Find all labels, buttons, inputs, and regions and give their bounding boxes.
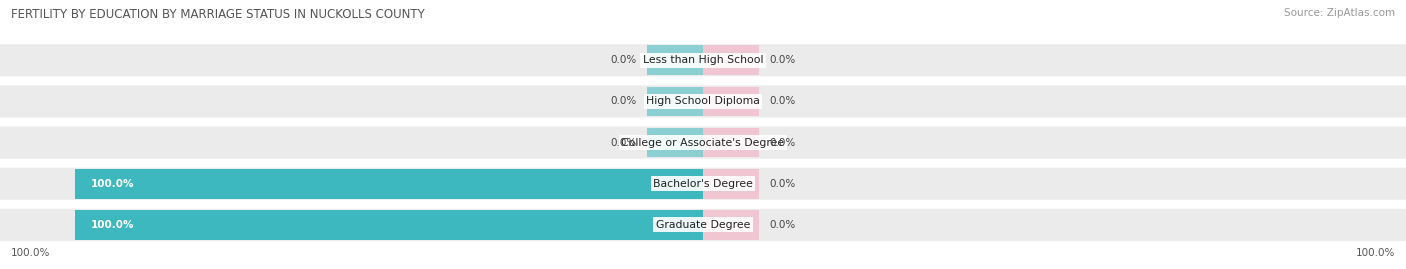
Text: 0.0%: 0.0% <box>769 220 796 230</box>
Bar <box>703 87 759 116</box>
Text: 0.0%: 0.0% <box>769 96 796 107</box>
Text: 100.0%: 100.0% <box>1355 248 1395 258</box>
Bar <box>703 45 759 75</box>
Text: 0.0%: 0.0% <box>610 96 637 107</box>
Text: Source: ZipAtlas.com: Source: ZipAtlas.com <box>1284 8 1395 18</box>
FancyBboxPatch shape <box>0 168 1406 200</box>
Bar <box>647 45 703 75</box>
FancyBboxPatch shape <box>0 85 1406 118</box>
FancyBboxPatch shape <box>0 209 1406 241</box>
Text: Graduate Degree: Graduate Degree <box>655 220 751 230</box>
Bar <box>703 210 759 240</box>
Text: FERTILITY BY EDUCATION BY MARRIAGE STATUS IN NUCKOLLS COUNTY: FERTILITY BY EDUCATION BY MARRIAGE STATU… <box>11 8 425 21</box>
Text: Bachelor's Degree: Bachelor's Degree <box>652 179 754 189</box>
Bar <box>76 169 703 199</box>
Text: Less than High School: Less than High School <box>643 55 763 65</box>
Text: 0.0%: 0.0% <box>769 55 796 65</box>
Text: High School Diploma: High School Diploma <box>647 96 759 107</box>
Text: 100.0%: 100.0% <box>11 248 51 258</box>
Text: 0.0%: 0.0% <box>610 137 637 148</box>
Bar <box>703 169 759 199</box>
Bar <box>647 128 703 157</box>
Bar <box>76 210 703 240</box>
Bar <box>703 128 759 157</box>
Text: 0.0%: 0.0% <box>610 55 637 65</box>
Text: 0.0%: 0.0% <box>769 137 796 148</box>
FancyBboxPatch shape <box>0 126 1406 159</box>
Text: 100.0%: 100.0% <box>91 220 135 230</box>
Bar <box>647 87 703 116</box>
Text: 0.0%: 0.0% <box>769 179 796 189</box>
Text: College or Associate's Degree: College or Associate's Degree <box>621 137 785 148</box>
Text: 100.0%: 100.0% <box>91 179 135 189</box>
FancyBboxPatch shape <box>0 44 1406 76</box>
